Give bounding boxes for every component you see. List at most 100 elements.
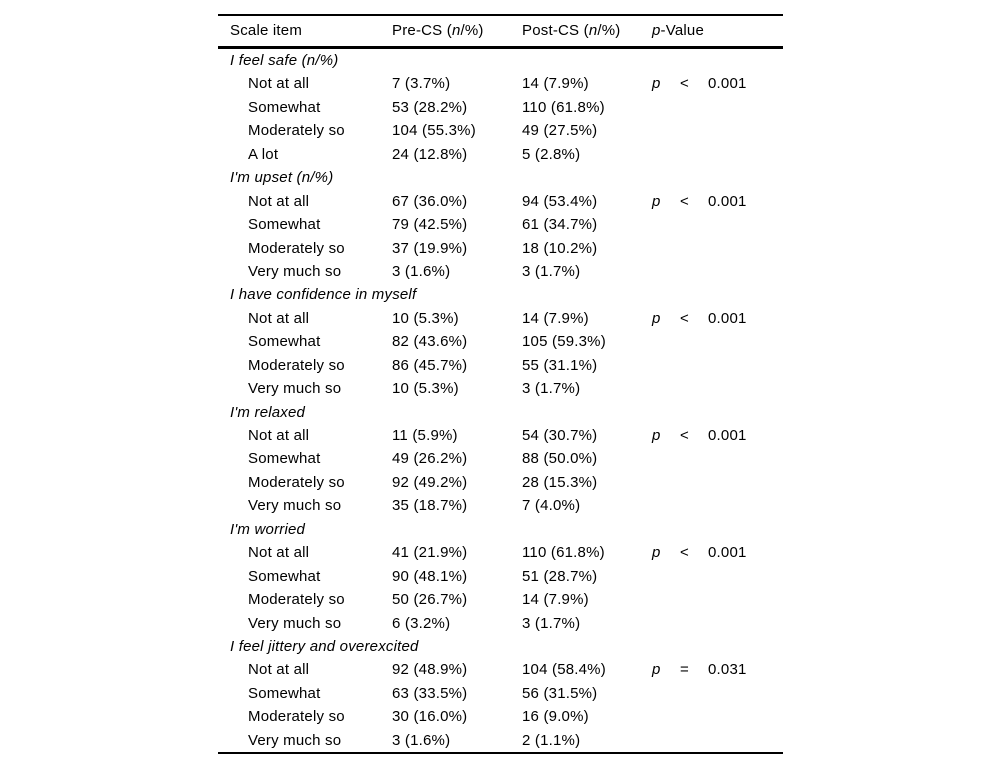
pre-cs-value: 90 (48.1%) — [392, 567, 468, 585]
pre-cs-value: 3 (1.6%) — [392, 731, 451, 749]
group-header-row: I have confidence in myself — [218, 283, 783, 306]
table-row: Not at all 67 (36.0%) 94 (53.4%) p <0.001 — [218, 190, 783, 213]
p-symbol: p — [652, 309, 661, 327]
pre-cs-value: 79 (42.5%) — [392, 216, 468, 234]
table-row: Very much so 3 (1.6%) 2 (1.1%) — [218, 729, 783, 752]
p-comparator: < — [680, 309, 689, 327]
table-row: Not at all 7 (3.7%) 14 (7.9%) p <0.001 — [218, 72, 783, 95]
table-row: Somewhat 79 (42.5%) 61 (34.7%) — [218, 213, 783, 236]
p-symbol: p — [652, 544, 661, 562]
p-value: 0.001 — [708, 75, 747, 93]
post-cs-value: 110 (61.8%) — [522, 98, 605, 116]
row-label: A lot — [248, 145, 279, 163]
table-row: Moderately so 92 (49.2%) 28 (15.3%) — [218, 471, 783, 494]
table-row: Moderately so 30 (16.0%) 16 (9.0%) — [218, 705, 783, 728]
pre-cs-value: 63 (33.5%) — [392, 684, 468, 702]
col-header-post-cs: Post-CS (n/%) — [522, 16, 620, 46]
post-cs-value: 7 (4.0%) — [522, 497, 581, 515]
p-comparator: < — [680, 544, 689, 562]
table-body: I feel safe (n/%) Not at all 7 (3.7%) 14 (7… — [218, 49, 783, 752]
group-header-row: I feel safe (n/%) — [218, 49, 783, 72]
table-header-row: Scale item Pre-CS (n/%) Post-CS (n/%) p-… — [218, 16, 783, 49]
post-cs-value: 3 (1.7%) — [522, 380, 581, 398]
p-comparator: < — [680, 75, 689, 93]
post-cs-value: 105 (59.3%) — [522, 333, 606, 351]
pre-cs-value: 50 (26.7%) — [392, 591, 468, 609]
post-cs-value: 18 (10.2%) — [522, 239, 598, 257]
post-cs-value: 94 (53.4%) — [522, 192, 598, 210]
header-italic-segment: n — [588, 22, 598, 39]
row-label: Very much so — [248, 380, 342, 398]
group-header-row: I'm worried — [218, 518, 783, 541]
pre-cs-value: 24 (12.8%) — [392, 145, 468, 163]
row-label: Very much so — [248, 262, 342, 280]
pre-cs-value: 41 (21.9%) — [392, 544, 468, 562]
table-row: A lot 24 (12.8%) 5 (2.8%) — [218, 143, 783, 166]
pre-cs-value: 49 (26.2%) — [392, 450, 468, 468]
row-label: Moderately so — [248, 708, 345, 726]
row-label: Moderately so — [248, 356, 345, 374]
post-cs-value: 3 (1.7%) — [522, 262, 581, 280]
table-row: Not at all 11 (5.9%) 54 (30.7%) p <0.001 — [218, 424, 783, 447]
header-text-segment: /%) — [597, 22, 621, 39]
table-row: Moderately so 37 (19.9%) 18 (10.2%) — [218, 237, 783, 260]
table-row: Somewhat 90 (48.1%) 51 (28.7%) — [218, 565, 783, 588]
col-header-scale-item: Scale item — [230, 22, 303, 39]
post-cs-value: 55 (31.1%) — [522, 356, 598, 374]
post-cs-value: 51 (28.7%) — [522, 567, 598, 585]
row-label: Very much so — [248, 731, 342, 749]
post-cs-value: 3 (1.7%) — [522, 614, 581, 632]
p-symbol: p — [652, 661, 661, 679]
p-value: 0.031 — [708, 661, 747, 679]
row-label: Somewhat — [248, 216, 321, 234]
row-label: Somewhat — [248, 333, 321, 351]
table-row: Very much so 10 (5.3%) 3 (1.7%) — [218, 377, 783, 400]
row-label: Not at all — [248, 544, 310, 562]
p-symbol: p — [652, 75, 661, 93]
p-value: 0.001 — [708, 427, 747, 444]
row-label: Somewhat — [248, 98, 321, 116]
table-row: Very much so 6 (3.2%) 3 (1.7%) — [218, 612, 783, 635]
post-cs-value: 28 (15.3%) — [522, 473, 598, 491]
group-title: I have confidence in myself — [230, 286, 417, 304]
row-label: Moderately so — [248, 591, 345, 609]
p-comparator: < — [680, 427, 689, 444]
row-label: Moderately so — [248, 473, 345, 491]
pre-cs-value: 6 (3.2%) — [392, 614, 451, 632]
p-symbol: p — [652, 192, 661, 210]
pre-cs-value: 37 (19.9%) — [392, 239, 468, 257]
p-value: 0.001 — [708, 192, 747, 210]
group-title: I'm relaxed — [230, 403, 306, 421]
pre-cs-value: 82 (43.6%) — [392, 333, 468, 351]
table-row: Somewhat 63 (33.5%) 56 (31.5%) — [218, 682, 783, 705]
group-header-row: I feel jittery and overexcited — [218, 635, 783, 658]
post-cs-value: 5 (2.8%) — [522, 145, 581, 163]
row-label: Very much so — [248, 614, 342, 632]
header-italic-segment: n — [451, 22, 461, 39]
pre-cs-value: 11 (5.9%) — [392, 427, 458, 444]
table-row: Very much so 3 (1.6%) 3 (1.7%) — [218, 260, 783, 283]
post-cs-value: 16 (9.0%) — [522, 708, 589, 726]
table-row: Moderately so 104 (55.3%) 49 (27.5%) — [218, 119, 783, 142]
row-label: Not at all — [248, 427, 310, 444]
group-header-row: I'm upset (n/%) — [218, 166, 783, 189]
pre-cs-value: 92 (48.9%) — [392, 661, 468, 679]
pre-cs-value: 104 (55.3%) — [392, 122, 476, 140]
pre-cs-value: 67 (36.0%) — [392, 192, 468, 210]
post-cs-value: 14 (7.9%) — [522, 75, 589, 93]
p-comparator: < — [680, 192, 689, 210]
group-title: I'm upset (n/%) — [230, 169, 334, 187]
table-row: Not at all 10 (5.3%) 14 (7.9%) p <0.001 — [218, 307, 783, 330]
stai-scale-table: Scale item Pre-CS (n/%) Post-CS (n/%) p-… — [218, 14, 783, 755]
row-label: Not at all — [248, 309, 310, 327]
table-row: Moderately so 50 (26.7%) 14 (7.9%) — [218, 588, 783, 611]
post-cs-value: 110 (61.8%) — [522, 544, 605, 562]
row-label: Somewhat — [248, 567, 321, 585]
row-label: Very much so — [248, 497, 342, 515]
row-label: Moderately so — [248, 239, 345, 257]
col-header-p-value: p-Value — [652, 16, 704, 46]
row-label: Somewhat — [248, 684, 321, 702]
header-text-segment: /%) — [460, 22, 484, 39]
pre-cs-value: 92 (49.2%) — [392, 473, 468, 491]
